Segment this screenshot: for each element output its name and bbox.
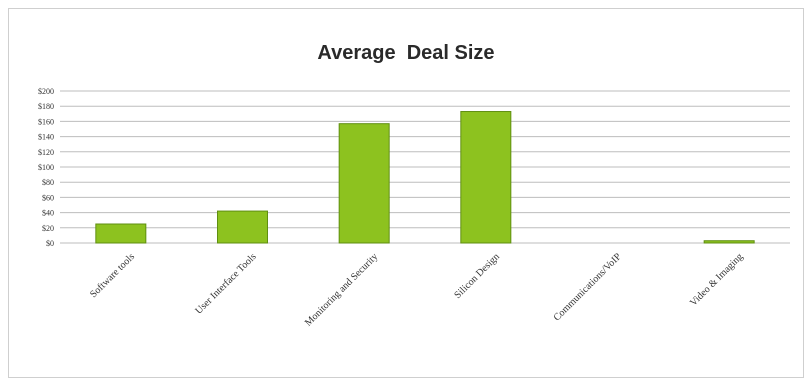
gridlines bbox=[60, 90, 790, 244]
y-tick-label: $20 bbox=[42, 224, 54, 233]
x-axis-tick-labels: Software tools User Interface Tools Monito… bbox=[88, 251, 745, 329]
y-axis-tick-labels: $0 $20 $40 $60 $80 $100 $120 $140 $160 $180 $200 bbox=[38, 87, 54, 248]
x-tick-label: Communications/VoIP bbox=[552, 251, 624, 323]
bar bbox=[95, 223, 147, 244]
x-tick-label: Video & Imaging bbox=[688, 251, 745, 308]
y-tick-label: $80 bbox=[42, 178, 54, 187]
bar bbox=[703, 240, 755, 244]
y-tick-label: $200 bbox=[38, 87, 54, 96]
y-tick-label: $140 bbox=[38, 133, 54, 142]
bars bbox=[95, 111, 755, 244]
y-tick-label: $180 bbox=[38, 102, 54, 111]
x-tick-label: User Interface Tools bbox=[193, 251, 258, 316]
chart-frame bbox=[8, 8, 804, 378]
x-tick-label: Software tools bbox=[88, 251, 137, 300]
bar bbox=[217, 210, 268, 244]
y-tick-label: $100 bbox=[38, 163, 54, 172]
bar bbox=[460, 111, 512, 244]
chart-title: Average Deal Size bbox=[317, 42, 495, 64]
y-tick-label: $120 bbox=[38, 148, 54, 157]
x-tick-label: Silicon Design bbox=[452, 251, 502, 301]
y-tick-label: $160 bbox=[38, 117, 54, 126]
x-tick-label: Monitoring and Security bbox=[303, 251, 380, 328]
y-tick-label: $0 bbox=[46, 239, 54, 248]
y-tick-label: $60 bbox=[42, 193, 54, 202]
bar bbox=[338, 123, 390, 244]
y-tick-label: $40 bbox=[42, 209, 54, 218]
